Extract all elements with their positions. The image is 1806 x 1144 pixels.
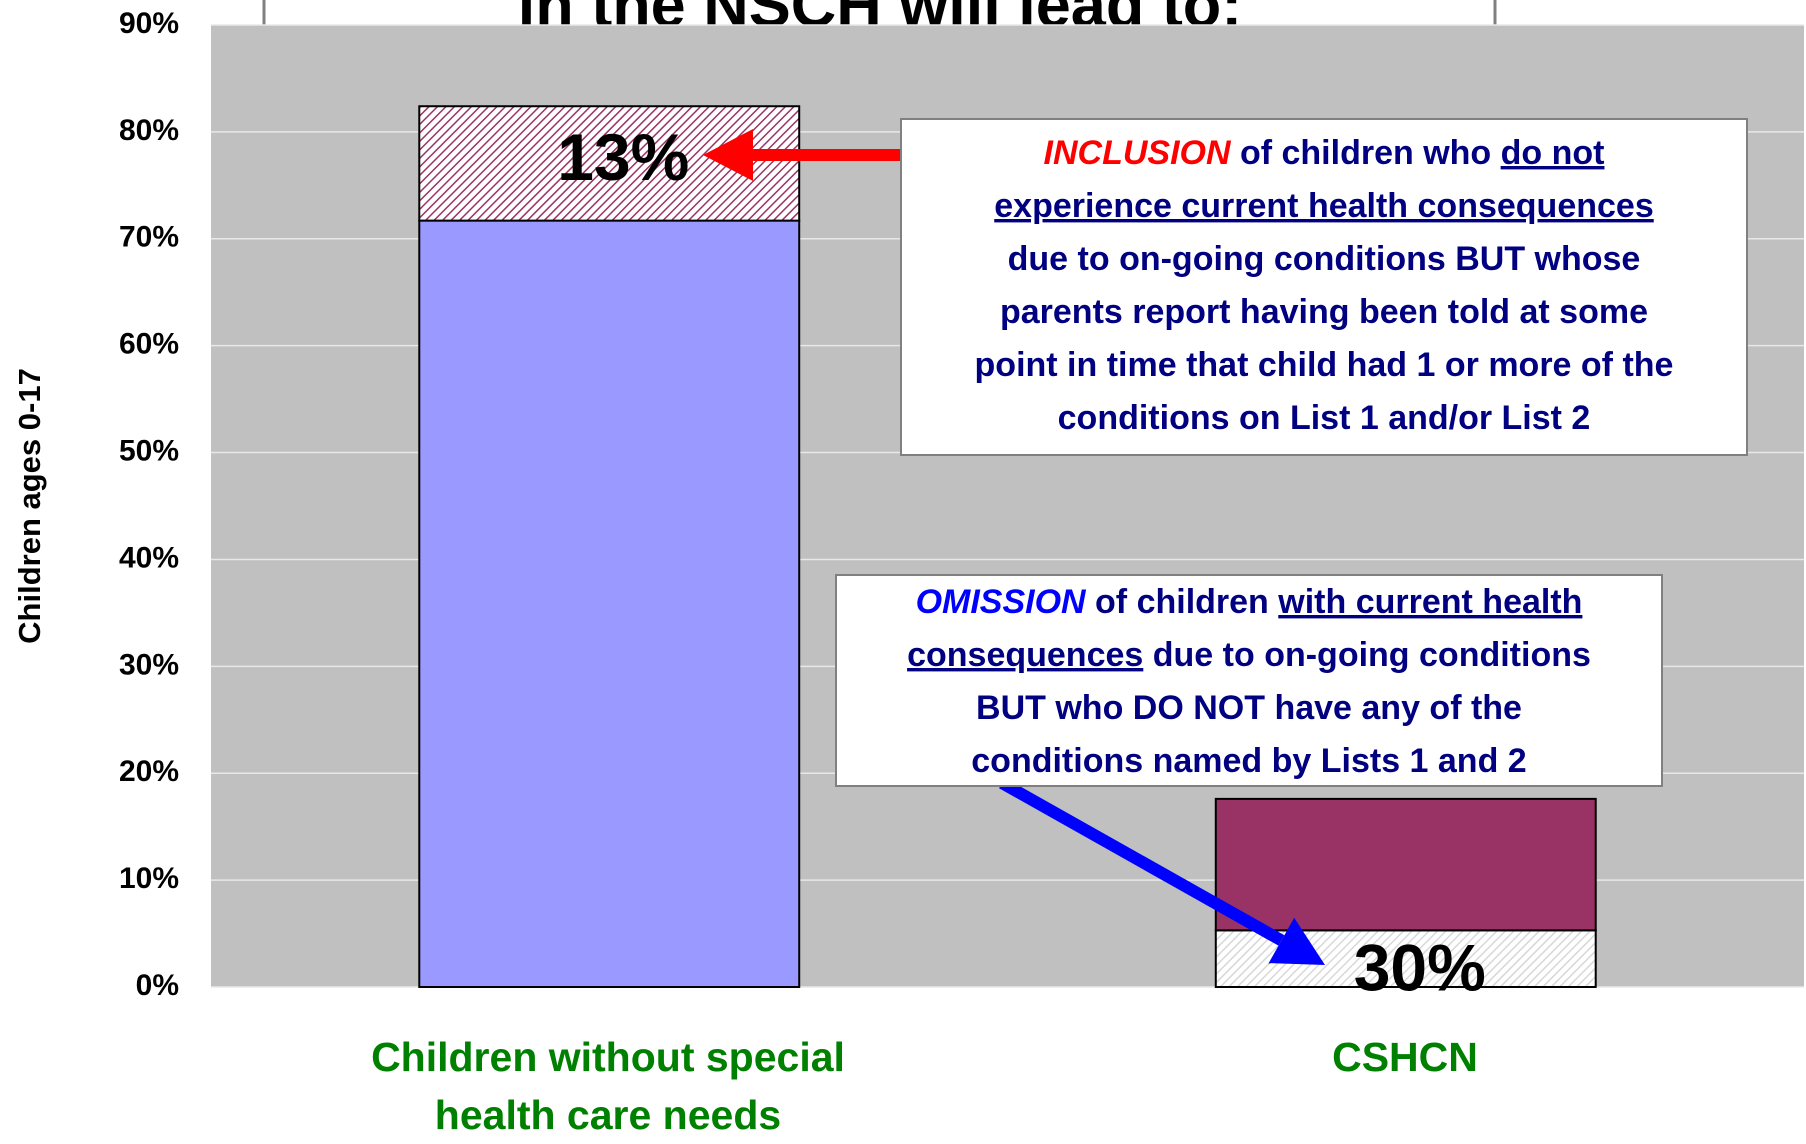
callout-text: BUT who DO NOT have any of the — [976, 689, 1522, 727]
callout-text: of children — [1086, 583, 1279, 621]
callout-text: point in time that child had 1 or more o… — [975, 346, 1674, 384]
bar-segment — [1214, 797, 1597, 932]
y-tick-label: 70% — [119, 221, 179, 254]
y-tick-label: 60% — [119, 328, 179, 361]
callout-text: OMISSION — [916, 583, 1087, 621]
annotation: 13% — [557, 120, 689, 194]
x-tick-label: Children without special health care nee… — [371, 1034, 845, 1138]
y-tick-label: 90% — [119, 7, 179, 40]
callout-line: point in time that child had 1 or more o… — [975, 346, 1674, 384]
callout-text: due to on-going conditions BUT whose — [1008, 240, 1641, 278]
callout-text: conditions on List 1 and/or List 2 — [1058, 399, 1591, 437]
callout-line: consequences due to on-going conditions — [907, 636, 1591, 674]
callout-line: INCLUSION of children who do not — [1044, 134, 1605, 172]
y-tick-label: 0% — [136, 969, 179, 1002]
y-axis-label: Children ages 0-17 — [12, 368, 47, 644]
callout-line: OMISSION of children with current health — [916, 583, 1583, 621]
y-tick-label: 20% — [119, 755, 179, 788]
callout-line: parents report having been told at some — [1000, 293, 1648, 331]
y-tick-label: 80% — [119, 114, 179, 147]
bar-segment — [418, 219, 801, 988]
arrow-shaft — [999, 777, 1285, 946]
callout-line: experience current health consequences — [994, 187, 1653, 225]
callout-line: conditions on List 1 and/or List 2 — [1058, 399, 1591, 437]
annotation: 30% — [1354, 930, 1486, 1004]
callout-line: BUT who DO NOT have any of the — [976, 689, 1522, 727]
callout-text: experience current health consequences — [994, 187, 1653, 225]
y-tick-label: 30% — [119, 648, 179, 681]
callout-text: INCLUSION — [1044, 134, 1232, 172]
callout-text: do not — [1501, 134, 1605, 172]
callout-text: due to on-going conditions — [1143, 636, 1591, 674]
y-tick-label: 40% — [119, 541, 179, 574]
x-tick-label: CSHCN — [1332, 1034, 1478, 1080]
callout-text: of children who — [1231, 134, 1501, 172]
y-tick-label: 10% — [119, 862, 179, 895]
arrow-head — [1268, 917, 1325, 965]
arrow-head — [703, 129, 753, 181]
callout-text: consequences — [907, 636, 1143, 674]
callout-box — [835, 574, 1663, 787]
callout-text: with current health — [1277, 583, 1582, 621]
callout-text: conditions named by Lists 1 and 2 — [971, 742, 1526, 780]
callout-box — [900, 118, 1748, 456]
callout-line: conditions named by Lists 1 and 2 — [971, 742, 1526, 780]
callout-line: due to on-going conditions BUT whose — [1008, 240, 1641, 278]
y-tick-label: 50% — [119, 434, 179, 467]
callout-text: parents report having been told at some — [1000, 293, 1648, 331]
